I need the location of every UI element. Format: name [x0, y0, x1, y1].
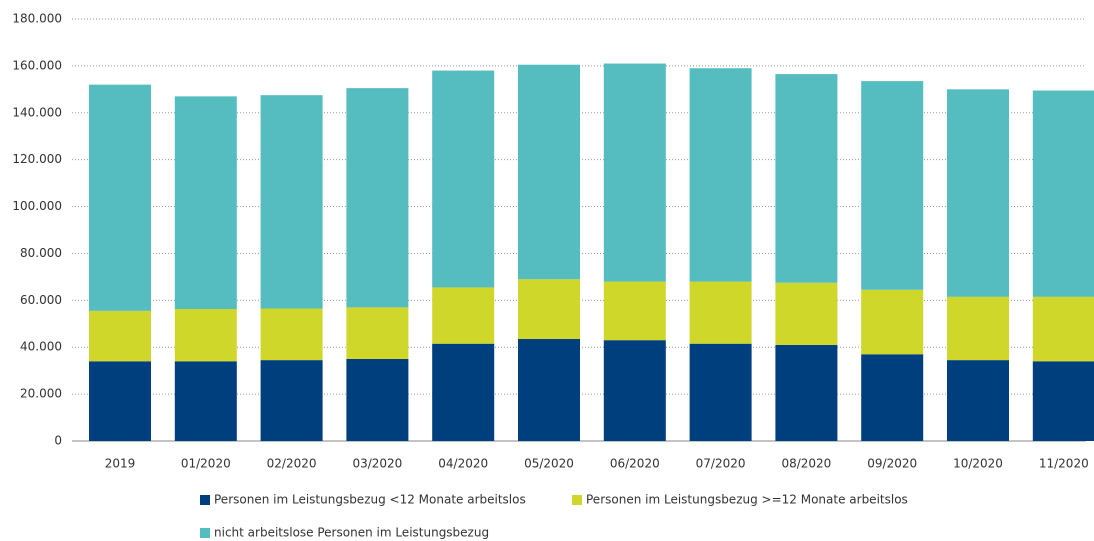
bar-segment	[603, 340, 666, 441]
bar-segment	[947, 296, 1009, 361]
x-tick-label: 07/2020	[696, 457, 746, 471]
legend-label: Personen im Leistungsbezug >=12 Monate a…	[586, 493, 908, 507]
bar-segment	[689, 281, 752, 344]
bar-segment	[174, 361, 237, 441]
bar-segment	[689, 343, 752, 441]
x-tick-label: 01/2020	[181, 457, 231, 471]
y-tick-label: 80.000	[20, 246, 62, 260]
x-tick-label: 03/2020	[352, 457, 402, 471]
x-tick-label: 10/2020	[953, 457, 1003, 471]
bar-segment	[346, 88, 409, 308]
y-tick-label: 180.000	[12, 12, 62, 26]
x-tick-label: 2019	[105, 457, 136, 471]
bar-segment	[775, 344, 838, 441]
y-tick-label: 60.000	[20, 293, 62, 307]
bar-segment	[260, 308, 323, 361]
bar-segment	[603, 281, 666, 341]
bar-segment	[346, 307, 409, 359]
bar-segment	[947, 360, 1009, 441]
bar-segment	[1032, 361, 1094, 441]
bar-segment	[861, 81, 924, 290]
y-tick-label: 20.000	[20, 387, 62, 401]
bar-segment	[518, 279, 580, 340]
bar-segment	[1032, 296, 1094, 362]
bar-segment	[947, 89, 1009, 297]
bar-segment	[518, 64, 580, 280]
y-tick-label: 160.000	[12, 58, 62, 72]
x-tick-label: 05/2020	[524, 457, 574, 471]
legend-swatch	[200, 495, 210, 505]
bar-segment	[1032, 90, 1094, 297]
bar-segment	[861, 289, 924, 355]
bar-segment	[89, 361, 151, 441]
bar-segment	[260, 95, 323, 309]
bar-segment	[346, 358, 409, 441]
bar-segment	[689, 68, 752, 282]
bar-segment	[432, 70, 495, 288]
y-tick-label: 40.000	[20, 340, 62, 354]
x-tick-label: 09/2020	[867, 457, 917, 471]
bar-segment	[432, 287, 495, 344]
legend-label: nicht arbeitslose Personen im Leistungsb…	[214, 526, 489, 540]
bar-segment	[775, 74, 838, 283]
bar-segment	[260, 360, 323, 441]
bar-segment	[861, 354, 924, 441]
legend-swatch	[200, 528, 210, 538]
legend-label: Personen im Leistungsbezug <12 Monate ar…	[214, 493, 526, 507]
legend-swatch	[572, 495, 582, 505]
bar-segment	[518, 339, 580, 441]
bar-segment	[775, 282, 838, 345]
y-tick-label: 100.000	[12, 199, 62, 213]
x-tick-label: 04/2020	[438, 457, 488, 471]
bar-segment	[174, 309, 237, 362]
y-tick-label: 140.000	[12, 105, 62, 119]
bar-segment	[174, 96, 237, 310]
y-tick-label: 120.000	[12, 152, 62, 166]
bar-segment	[89, 84, 151, 311]
bar-segment	[89, 310, 151, 362]
x-tick-label: 02/2020	[267, 457, 317, 471]
x-tick-label: 11/2020	[1039, 457, 1089, 471]
bar-segment	[603, 63, 666, 282]
x-tick-label: 06/2020	[610, 457, 660, 471]
bar-segment	[432, 343, 495, 441]
x-tick-label: 08/2020	[781, 457, 831, 471]
y-tick-label: 0	[54, 434, 62, 448]
